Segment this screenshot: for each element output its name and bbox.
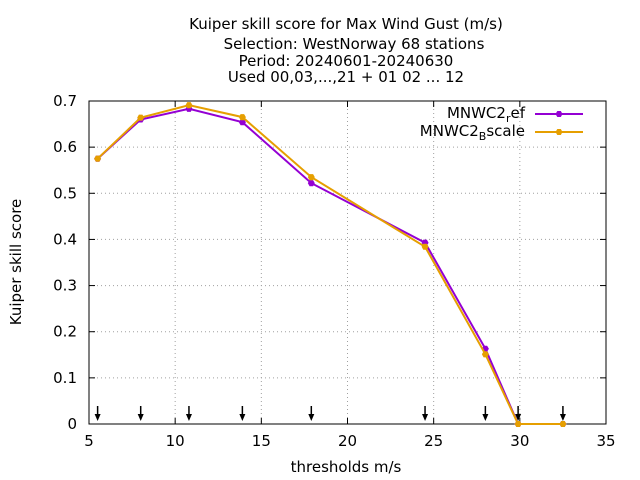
threshold-arrow-head xyxy=(308,414,315,421)
series-line-2 xyxy=(96,104,563,425)
legend-marker-2 xyxy=(555,129,563,135)
threshold-arrow-head xyxy=(239,414,246,421)
threshold-arrow-head xyxy=(185,414,192,421)
threshold-arrow-head xyxy=(137,414,144,421)
threshold-arrow-head xyxy=(515,414,522,421)
title-line-1: Kuiper skill score for Max Wind Gust (m/… xyxy=(189,15,503,33)
threshold-arrow-head xyxy=(482,414,489,421)
threshold-arrow-head xyxy=(559,414,566,421)
data-point xyxy=(307,174,315,181)
data-point xyxy=(481,351,489,358)
y-axis-ticks: 0 0.1 0.2 0.3 0.4 0.5 0.6 0.7 xyxy=(53,92,606,433)
legend-label-1: MNWC2ref xyxy=(447,104,526,125)
legend-2-main: MNWC2 xyxy=(420,122,479,140)
x-tick-label: 35 xyxy=(596,432,615,450)
data-point xyxy=(559,421,567,427)
series-lines xyxy=(94,102,567,427)
data-point xyxy=(137,114,145,121)
legend-2-rest: scale xyxy=(486,122,525,140)
y-axis-label: Kuiper skill score xyxy=(7,199,25,326)
title-line-4: Used 00,03,...,21 + 01 02 ... 12 xyxy=(228,68,464,86)
chart-title: Kuiper skill score for Max Wind Gust (m/… xyxy=(189,15,503,86)
y-tick-label: 0.7 xyxy=(53,92,77,110)
y-tick-label: 0.6 xyxy=(53,138,77,156)
x-tick-label: 30 xyxy=(510,432,529,450)
x-tick-label: 15 xyxy=(252,432,271,450)
y-tick-label: 0.4 xyxy=(53,230,77,248)
data-point xyxy=(238,114,246,121)
y-tick-label: 0.2 xyxy=(53,323,77,341)
legend-1-main: MNWC2 xyxy=(447,104,506,122)
series-line-1 xyxy=(96,107,563,425)
legend-1-rest: ef xyxy=(510,104,525,122)
grid-lines xyxy=(89,101,606,424)
x-axis-label: thresholds m/s xyxy=(291,458,402,476)
x-axis-ticks: 5 10 15 20 25 30 35 xyxy=(84,101,616,450)
title-line-3: Period: 20240601-20240630 xyxy=(239,52,454,70)
threshold-arrow-head xyxy=(94,414,101,421)
legend-1-sub: r xyxy=(506,112,511,125)
title-line-2: Selection: WestNorway 68 stations xyxy=(224,35,485,53)
data-point xyxy=(185,102,193,109)
x-tick-label: 25 xyxy=(424,432,443,450)
legend: MNWC2ref MNWC2Bscale xyxy=(420,104,583,143)
y-tick-label: 0.3 xyxy=(53,277,77,295)
data-point xyxy=(238,119,246,126)
x-tick-label: 20 xyxy=(338,432,357,450)
data-point xyxy=(421,243,429,250)
y-tick-label: 0.5 xyxy=(53,184,77,202)
y-tick-label: 0 xyxy=(67,415,77,433)
threshold-arrows xyxy=(94,406,566,421)
x-tick-label: 5 xyxy=(84,432,94,450)
x-tick-label: 10 xyxy=(166,432,185,450)
data-point xyxy=(307,180,315,187)
data-point xyxy=(514,421,522,427)
legend-label-2: MNWC2Bscale xyxy=(420,122,525,143)
data-point xyxy=(94,155,102,162)
threshold-arrow-head xyxy=(422,414,429,421)
legend-2-sub: B xyxy=(479,130,487,143)
legend-marker-1 xyxy=(555,111,563,117)
y-tick-label: 0.1 xyxy=(53,369,77,387)
